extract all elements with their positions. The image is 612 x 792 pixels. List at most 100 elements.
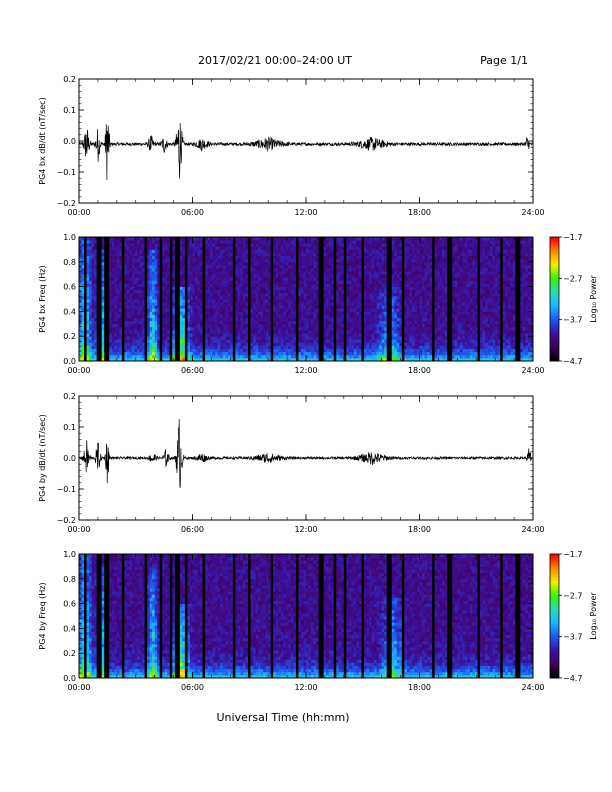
spectrogram-cell <box>101 323 105 328</box>
spectrogram-cell <box>134 286 138 291</box>
spectrogram-cell <box>197 292 201 297</box>
spectrogram-cell <box>157 299 161 303</box>
spectrogram-cell <box>202 299 206 303</box>
spectrogram-cell <box>207 314 211 318</box>
spectrogram-cell <box>124 339 128 343</box>
spectrogram-cell <box>144 258 148 263</box>
spectrogram-cell <box>328 330 332 334</box>
spectrogram-cell <box>79 345 82 349</box>
spectrogram-cell <box>242 299 246 303</box>
spectrogram-cell <box>316 252 320 256</box>
spectrogram-cell <box>167 354 171 359</box>
spectrogram-cell <box>298 323 302 328</box>
spectrogram-cell <box>225 243 229 247</box>
spectrogram-cell <box>311 261 314 266</box>
spectrogram-cell <box>278 277 282 281</box>
spectrogram-cell <box>280 264 284 269</box>
spectrogram-cell <box>371 354 375 359</box>
spectrogram-cell <box>167 249 171 253</box>
spectrogram-cell <box>275 283 279 287</box>
spectrogram-cell <box>247 308 251 312</box>
spectrogram-cell <box>116 305 120 309</box>
spectrogram-cell <box>358 277 362 281</box>
spectrogram-cell <box>225 268 229 272</box>
spectrogram-cell <box>275 342 279 346</box>
spectrogram-cell <box>369 240 372 244</box>
spectrogram-cell <box>313 264 317 269</box>
spectrogram-cell <box>101 249 105 253</box>
spectrogram-cell <box>364 249 367 253</box>
spectrogram-cell <box>167 339 171 343</box>
spectrogram-cell <box>369 243 372 247</box>
spectrogram-cell <box>162 308 166 312</box>
spectrogram-cell <box>331 252 335 256</box>
spectrogram-cell <box>210 271 214 275</box>
spectrogram-cell <box>346 283 350 287</box>
spectrogram-cell <box>288 354 292 359</box>
spectrogram-cell <box>270 299 274 303</box>
spectrogram-cell <box>242 286 246 291</box>
spectrogram-cell <box>242 351 246 356</box>
spectrogram-cell <box>374 299 378 303</box>
spectrogram-cell <box>121 320 125 325</box>
spectrogram-cell <box>338 339 342 343</box>
spectrogram-cell <box>195 339 198 343</box>
spectrogram-cell <box>81 292 85 297</box>
spectrogram-cell <box>371 302 375 306</box>
spectrogram-cell <box>323 299 327 303</box>
spectrogram-cell <box>356 311 360 315</box>
spectrogram-cell <box>142 249 145 253</box>
spectrogram-cell <box>235 339 239 343</box>
spectrogram-cell <box>343 249 347 253</box>
spectrogram-cell <box>346 357 350 362</box>
spectrogram-cell <box>328 351 332 356</box>
spectrogram-cell <box>187 345 191 349</box>
spectrogram-cell <box>174 280 178 284</box>
spectrogram-cell <box>124 289 128 294</box>
spectrogram-cell <box>245 308 249 312</box>
spectrogram-cell <box>260 271 264 275</box>
spectrogram-cell <box>84 240 87 244</box>
spectrogram-cell <box>189 348 193 353</box>
spectrogram-cell <box>230 261 234 266</box>
spectrogram-cell <box>265 336 269 340</box>
spectrogram-cell <box>147 320 151 325</box>
spectrogram-cell <box>109 283 113 287</box>
spectrogram-cell <box>288 345 292 349</box>
spectrogram-cell <box>265 280 269 284</box>
spectrogram-cell <box>79 243 82 247</box>
spectrogram-cell <box>212 271 216 275</box>
spectrogram-cell <box>358 264 362 269</box>
spectrogram-cell <box>202 305 206 309</box>
spectrogram-cell <box>280 326 284 331</box>
spectrogram-cell <box>187 246 191 250</box>
spectrogram-cell <box>99 299 103 303</box>
spectrogram-cell <box>222 320 226 325</box>
spectrogram-cell <box>336 348 340 353</box>
spectrogram-cell <box>346 305 350 309</box>
spectrogram-cell <box>263 302 267 306</box>
spectrogram-cell <box>109 289 113 294</box>
spectrogram-cell <box>323 339 327 343</box>
spectrogram-cell <box>353 345 357 349</box>
spectrogram-cell <box>192 342 196 346</box>
spectrogram-cell <box>147 289 151 294</box>
spectrogram-cell <box>121 237 125 241</box>
spectrogram-cell <box>149 357 153 362</box>
spectrogram-cell <box>381 342 385 346</box>
spectrogram-cell <box>258 277 261 281</box>
spectrogram-cell <box>283 311 287 315</box>
spectrogram-cell <box>326 271 330 275</box>
spectrogram-cell <box>298 292 302 297</box>
spectrogram-cell <box>144 237 148 241</box>
spectrogram-cell <box>351 264 355 269</box>
spectrogram-cell <box>293 351 297 356</box>
spectrogram-cell <box>242 255 246 260</box>
spectrogram-cell <box>114 326 118 331</box>
spectrogram-cell <box>240 326 244 331</box>
spectrogram-cell <box>220 295 224 300</box>
spectrogram-cell <box>346 240 350 244</box>
spectrogram-cell <box>177 299 181 303</box>
spectrogram-cell <box>200 271 203 275</box>
spectrogram-cell <box>227 261 231 266</box>
